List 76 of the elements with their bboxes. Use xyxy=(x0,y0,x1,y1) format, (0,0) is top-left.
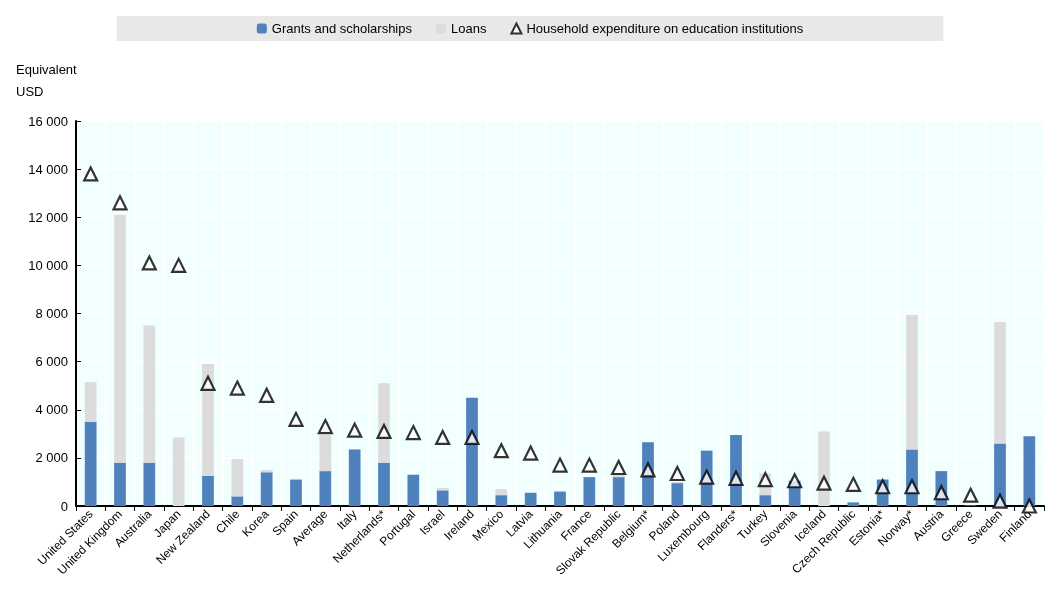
bar xyxy=(84,382,97,422)
bar xyxy=(554,491,566,506)
point xyxy=(200,375,216,391)
point xyxy=(816,475,832,491)
bar xyxy=(495,495,508,506)
bar xyxy=(906,314,918,450)
y-tick-label: 14 000 xyxy=(28,161,68,177)
bar xyxy=(466,397,478,506)
point xyxy=(229,380,245,396)
bar xyxy=(143,462,156,506)
bar xyxy=(231,496,244,506)
point xyxy=(493,443,509,459)
point xyxy=(581,457,597,473)
point xyxy=(552,457,568,473)
bar xyxy=(290,479,302,506)
bar xyxy=(378,462,390,506)
bar xyxy=(994,321,1006,444)
bar xyxy=(583,477,596,506)
bar xyxy=(1023,436,1036,506)
point xyxy=(259,387,275,403)
y-tick-label: 10 000 xyxy=(28,257,68,273)
point xyxy=(435,429,451,446)
point xyxy=(405,425,421,441)
bar xyxy=(407,474,420,506)
point xyxy=(611,459,627,476)
point xyxy=(523,445,539,461)
bar xyxy=(114,214,126,463)
bar xyxy=(759,495,772,506)
legend-label: Loans xyxy=(450,21,487,36)
bar xyxy=(612,477,625,506)
point xyxy=(83,166,99,182)
point xyxy=(963,487,979,503)
point xyxy=(141,255,157,271)
point xyxy=(757,471,773,488)
point xyxy=(347,422,363,438)
y-tick-label: 16 000 xyxy=(28,113,68,129)
point xyxy=(669,465,685,482)
bar xyxy=(143,325,156,463)
bar xyxy=(202,475,214,506)
point xyxy=(376,423,392,440)
bar xyxy=(348,449,361,506)
y-tick-label: 0 xyxy=(60,498,68,514)
legend-label: Grants and scholarships xyxy=(271,21,413,36)
point xyxy=(317,418,333,435)
y-tick-label: 2 000 xyxy=(35,450,68,466)
bar xyxy=(436,490,449,506)
point xyxy=(904,479,920,495)
bar xyxy=(847,502,860,506)
bar xyxy=(671,483,684,506)
y-tick-label: 4 000 xyxy=(35,402,68,418)
bar xyxy=(172,437,185,506)
point xyxy=(112,195,128,211)
y-axis-title: Equivalent USD xyxy=(16,61,81,99)
point xyxy=(288,411,304,427)
bar xyxy=(524,492,537,506)
point xyxy=(933,485,949,501)
y-tick-label: 8 000 xyxy=(35,306,68,321)
point xyxy=(875,479,891,495)
legend-label: Household expenditure on education institutions xyxy=(526,21,804,36)
bar xyxy=(84,421,97,506)
point xyxy=(640,462,656,478)
point xyxy=(787,473,803,489)
point xyxy=(699,469,715,485)
point xyxy=(464,429,480,446)
y-tick-label: 12 000 xyxy=(28,209,68,225)
bar xyxy=(495,489,508,496)
bar xyxy=(260,472,273,506)
bar xyxy=(319,471,332,506)
bar xyxy=(231,459,244,497)
point xyxy=(992,493,1008,509)
point xyxy=(728,470,744,486)
y-tick-label: 6 000 xyxy=(35,354,68,370)
point xyxy=(171,257,187,273)
bar xyxy=(319,435,332,472)
point xyxy=(845,476,861,492)
bar xyxy=(114,462,126,506)
